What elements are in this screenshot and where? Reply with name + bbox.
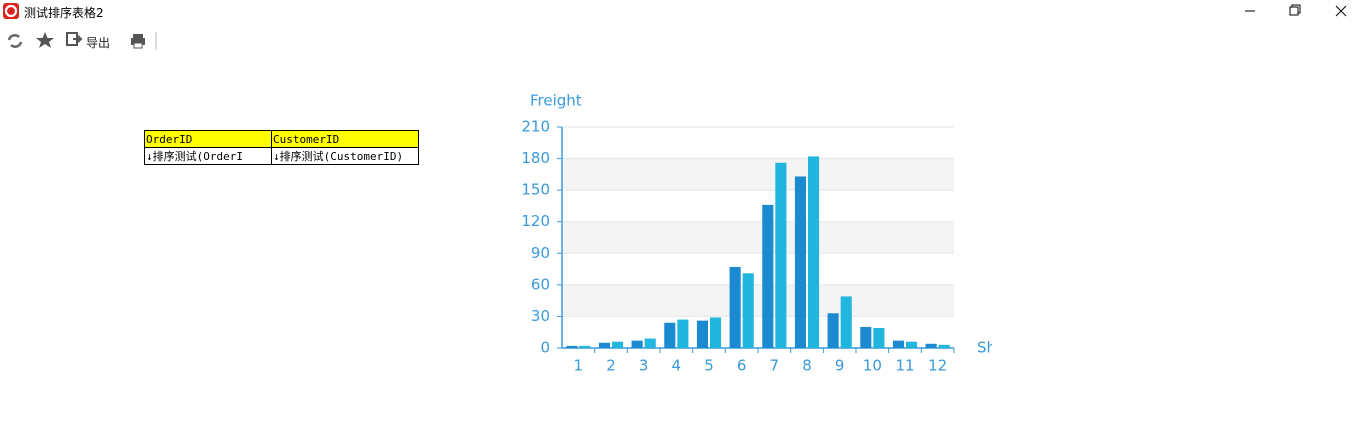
window-title: 测试排序表格2 xyxy=(24,6,104,20)
table-cell: ↓排序测试(CustomerID) xyxy=(271,147,419,165)
y-axis-label: Freight xyxy=(530,92,582,110)
print-button[interactable] xyxy=(131,34,145,49)
bar xyxy=(677,319,689,348)
y-tick-label: 180 xyxy=(521,149,550,167)
bar xyxy=(938,344,950,348)
y-tick-label: 210 xyxy=(521,118,550,136)
bar xyxy=(611,341,624,348)
bar xyxy=(794,176,807,348)
toolbar: 导出 xyxy=(0,28,170,54)
y-tick-label: 60 xyxy=(531,275,550,293)
bar xyxy=(775,162,787,348)
grid-band xyxy=(562,284,954,317)
x-tick-label: 6 xyxy=(737,357,747,375)
x-tick-label: 9 xyxy=(835,357,845,375)
grid-band xyxy=(562,158,954,191)
bar xyxy=(579,345,591,348)
bar xyxy=(840,296,852,348)
bar xyxy=(631,340,643,348)
x-tick-label: 4 xyxy=(672,357,682,375)
header-cell[interactable]: OrderID xyxy=(144,130,272,148)
x-axis-label: Sh xyxy=(977,339,992,357)
bar xyxy=(860,326,872,348)
export-button[interactable] xyxy=(66,32,83,46)
window-controls xyxy=(1245,4,1347,17)
app-icon xyxy=(3,3,19,19)
bar xyxy=(762,204,774,348)
bar xyxy=(598,342,611,348)
y-tick-label: 30 xyxy=(531,307,550,325)
x-tick-label: 5 xyxy=(704,357,714,375)
restore-button[interactable] xyxy=(1289,4,1301,16)
bar xyxy=(905,341,918,348)
bar xyxy=(827,313,839,348)
bar xyxy=(664,322,676,348)
x-tick-label: 2 xyxy=(606,357,616,375)
close-button[interactable] xyxy=(1335,5,1347,17)
bar xyxy=(742,273,754,348)
bar xyxy=(892,340,905,348)
bar xyxy=(729,266,741,348)
header-cell[interactable]: CustomerID xyxy=(271,130,419,148)
export-label[interactable]: 导出 xyxy=(86,36,111,50)
refresh-button[interactable] xyxy=(7,34,23,48)
y-tick-label: 0 xyxy=(540,339,550,357)
table-row: ↓排序测试(OrderI ↓排序测试(CustomerID) xyxy=(144,147,419,165)
x-tick-label: 3 xyxy=(639,357,649,375)
bar xyxy=(566,345,578,348)
table-cell: ↓排序测试(OrderI xyxy=(144,147,272,165)
bar xyxy=(873,328,885,348)
table-header: OrderID CustomerID xyxy=(144,130,419,148)
bar xyxy=(696,320,709,348)
grid-band xyxy=(562,221,954,254)
x-tick-label: 11 xyxy=(895,357,914,375)
toolbar-icons xyxy=(7,32,157,50)
x-tick-label: 8 xyxy=(802,357,812,375)
bar xyxy=(709,317,722,348)
x-tick-label: 10 xyxy=(863,357,882,375)
bar xyxy=(644,338,656,348)
x-tick-label: 12 xyxy=(928,357,947,375)
x-tick-label: 1 xyxy=(574,357,584,375)
x-tick-label: 7 xyxy=(770,357,780,375)
title-bar: 测试排序表格2 xyxy=(0,0,1366,24)
favorite-button[interactable] xyxy=(36,32,54,48)
y-tick-label: 90 xyxy=(531,244,550,262)
y-tick-label: 120 xyxy=(521,212,550,230)
bar xyxy=(807,156,820,348)
bar xyxy=(925,343,937,348)
data-table: OrderID CustomerID ↓排序测试(OrderI ↓排序测试(Cu… xyxy=(144,130,419,165)
y-tick-label: 150 xyxy=(521,181,550,199)
